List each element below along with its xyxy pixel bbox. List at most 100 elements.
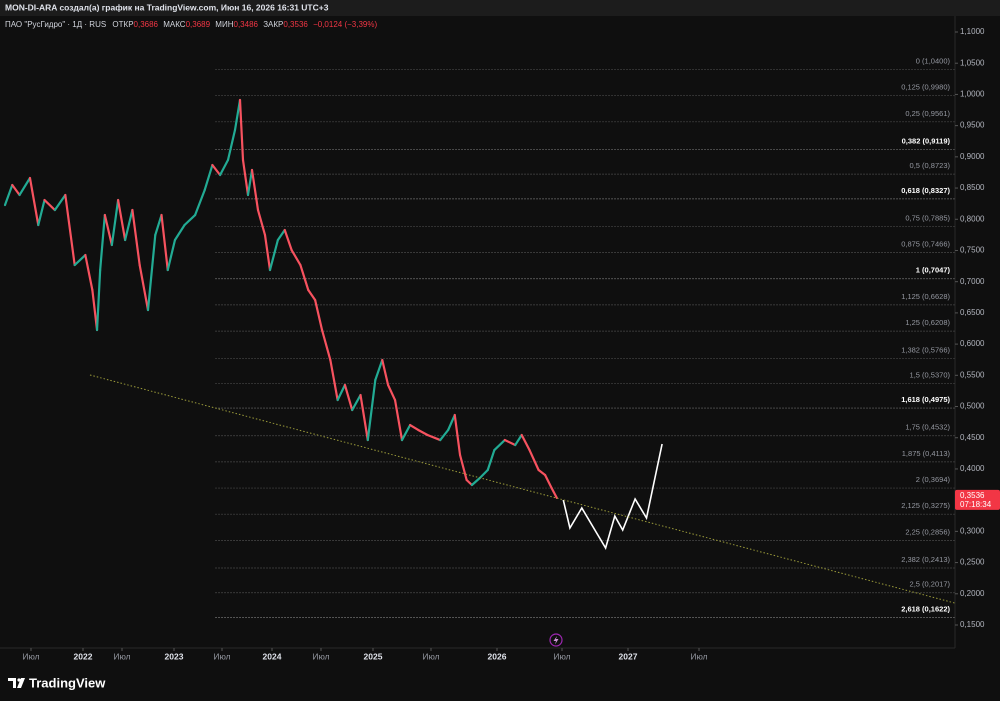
price-segment bbox=[146, 233, 157, 312]
price-segment bbox=[194, 188, 206, 217]
y-tick-label: 0,9000 bbox=[960, 152, 985, 161]
x-tick-label: Июл bbox=[213, 651, 230, 661]
fib-level-label: 0 (1,0400) bbox=[916, 56, 951, 65]
price-segment bbox=[537, 468, 547, 477]
price-segment bbox=[290, 248, 302, 267]
legend-open: 0,3686 bbox=[134, 20, 159, 29]
price-segment bbox=[493, 438, 506, 452]
price-tag-countdown: 07:18:34 bbox=[960, 500, 992, 509]
price-segment bbox=[447, 413, 456, 432]
fib-level-label: 1,25 (0,6208) bbox=[905, 318, 950, 327]
x-tick-label: 2025 bbox=[364, 651, 383, 661]
brand: TradingView bbox=[29, 675, 106, 690]
price-tag bbox=[955, 489, 1000, 510]
price-segment bbox=[439, 428, 450, 442]
legend-high-label: МАКС bbox=[163, 20, 186, 29]
y-tick-label: 0,8000 bbox=[960, 214, 985, 223]
price-tag-price: 0,3536 bbox=[960, 491, 985, 500]
y-tick-label: 1,1000 bbox=[960, 27, 985, 36]
y-tick-label: 0,6000 bbox=[960, 339, 985, 348]
fib-level-label: 2,382 (0,2413) bbox=[901, 555, 950, 564]
logo-dot bbox=[17, 678, 21, 682]
price-segment bbox=[426, 433, 442, 442]
event-icon[interactable] bbox=[549, 633, 563, 647]
price-segment bbox=[528, 448, 540, 472]
price-segment bbox=[268, 238, 279, 272]
price-segment bbox=[417, 428, 429, 437]
legend: ПАО "РусГидро" · 1Д · RUS ОТКР0,3686 МАК… bbox=[5, 20, 377, 29]
fib-level-label: 0,75 (0,7885) bbox=[905, 213, 950, 222]
price-segment bbox=[381, 358, 390, 387]
price-segment bbox=[386, 383, 397, 402]
price-segment bbox=[366, 378, 377, 442]
price-segment bbox=[53, 193, 67, 212]
price-segment bbox=[131, 208, 141, 267]
price-segment bbox=[320, 328, 332, 362]
fib-level-label: 0,5 (0,8723) bbox=[910, 161, 951, 170]
x-tick-label: 2024 bbox=[263, 651, 282, 661]
price-segment bbox=[263, 233, 272, 272]
y-tick-label: 0,6500 bbox=[960, 308, 985, 317]
legend-high: 0,3689 bbox=[186, 20, 211, 29]
legend-open-label: ОТКР bbox=[112, 20, 133, 29]
fib-level-label: 1 (0,7047) bbox=[916, 266, 951, 275]
price-segment bbox=[3, 183, 14, 207]
y-tick-label: 0,5500 bbox=[960, 370, 985, 379]
price-segment bbox=[154, 213, 163, 237]
price-segment bbox=[211, 163, 222, 177]
price-segment bbox=[374, 358, 384, 382]
price-segment bbox=[73, 253, 87, 267]
price-segment bbox=[336, 383, 347, 402]
price-segment bbox=[478, 468, 489, 480]
y-tick-label: 0,2500 bbox=[960, 558, 985, 567]
y-tick-label: 0,7000 bbox=[960, 277, 985, 286]
fib-level-label: 1,125 (0,6628) bbox=[901, 292, 950, 301]
attribution: MON-DI-ARA создал(а) график на TradingVi… bbox=[5, 2, 329, 12]
price-segment bbox=[409, 423, 420, 432]
price-segment bbox=[256, 208, 267, 237]
price-segment bbox=[64, 193, 76, 267]
price-segment bbox=[99, 213, 106, 272]
price-segment bbox=[276, 228, 286, 242]
price-segment bbox=[359, 393, 369, 442]
price-segment bbox=[11, 183, 21, 197]
x-tick-label: Июл bbox=[312, 651, 329, 661]
price-segment bbox=[218, 158, 230, 177]
logo-mark bbox=[8, 678, 25, 688]
price-segment bbox=[173, 223, 186, 242]
price-segment bbox=[138, 263, 150, 312]
price-segment bbox=[203, 163, 214, 192]
price-segment bbox=[28, 176, 40, 227]
price-segment bbox=[470, 476, 481, 487]
price-segment bbox=[166, 238, 177, 272]
fib-level-label: 0,875 (0,7466) bbox=[901, 240, 950, 249]
price-segment bbox=[465, 478, 474, 487]
fib-level-label: 2,618 (0,1622) bbox=[901, 604, 950, 613]
y-tick-label: 0,8500 bbox=[960, 183, 985, 192]
price-segment bbox=[458, 453, 468, 482]
x-tick-label: Июл bbox=[690, 651, 707, 661]
legend-low-label: МИН bbox=[215, 20, 233, 29]
y-tick-label: 0,1500 bbox=[960, 620, 985, 629]
fib-level-label: 2,25 (0,2856) bbox=[905, 527, 950, 536]
price-segment bbox=[246, 168, 254, 197]
fib-level-label: 2 (0,3694) bbox=[916, 475, 951, 484]
legend-change: −0,0124 (−3,39%) bbox=[313, 20, 377, 29]
price-segment bbox=[241, 158, 250, 197]
y-tick-label: 1,0000 bbox=[960, 90, 985, 99]
y-tick-label: 1,0500 bbox=[960, 58, 985, 67]
fib-level-label: 1,5 (0,5370) bbox=[910, 370, 951, 379]
price-segment bbox=[37, 198, 46, 227]
legend-close-label: ЗАКР bbox=[263, 20, 283, 29]
fib-level-label: 1,382 (0,5766) bbox=[901, 346, 950, 355]
y-tick-label: 0,7500 bbox=[960, 246, 985, 255]
price-segment bbox=[95, 268, 102, 332]
fib-level-label: 0,25 (0,9561) bbox=[905, 109, 950, 118]
y-tick-label: 0,4000 bbox=[960, 464, 985, 473]
price-segment bbox=[226, 128, 237, 162]
price-segment bbox=[283, 228, 293, 252]
price-segment bbox=[314, 298, 324, 332]
projection-line bbox=[562, 443, 663, 550]
y-tick-label: 0,2000 bbox=[960, 589, 985, 598]
